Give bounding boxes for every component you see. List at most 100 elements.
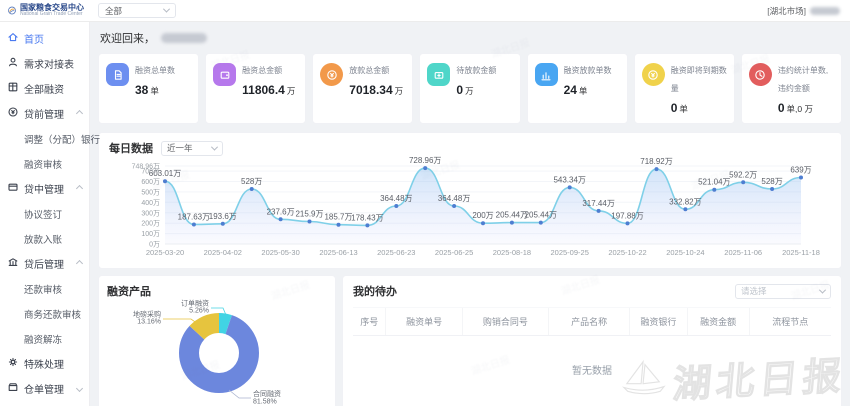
market-label: [湖北市场] <box>767 5 806 16</box>
todo-title: 我的待办 <box>353 286 397 298</box>
svg-text:364.48万: 364.48万 <box>380 194 412 203</box>
svg-text:521.04万: 521.04万 <box>698 178 730 187</box>
todo-column-header: 流程节点 <box>772 317 809 327</box>
welcome-text: 欢迎回来， <box>100 33 155 45</box>
stat-unit: 万 <box>286 86 296 96</box>
todo-column-header: 序号 <box>353 308 387 335</box>
sidebar-subitem-agreement-sign[interactable]: 协议签订 <box>24 209 63 221</box>
svg-text:500万: 500万 <box>141 188 160 196</box>
stat-card-6: 违约统计单数,违约金额 0 单,0 万 <box>740 53 842 124</box>
header-user-area: [湖北市场] <box>767 5 850 17</box>
stat-card-3: 待放款金额 0 万 <box>419 53 521 124</box>
stat-value: 0 <box>456 83 464 97</box>
daily-line-chart: 603.01万 187.63万 193.6万 528万 237.6万 215.9万 185.… <box>109 156 831 268</box>
sidebar-item-special-handling[interactable]: 特殊处理 <box>0 351 89 376</box>
svg-text:528万: 528万 <box>761 177 782 186</box>
market-filter-value: 全部 <box>105 5 123 16</box>
stat-card-1: 融资总金额 11806.4 万 <box>205 53 307 124</box>
svg-text:81.58%: 81.58% <box>253 399 277 406</box>
post-loan-mgmt-icon <box>7 256 19 271</box>
svg-text:400万: 400万 <box>141 199 160 207</box>
sidebar-subitem-repayment-review[interactable]: 还款审核 <box>24 284 63 296</box>
sidebar-item-warehouse-receipt-mgmt[interactable]: 仓单管理 <box>0 376 89 401</box>
sidebar-item-label: 贷中管理 <box>24 185 64 196</box>
chart-icon <box>534 63 558 86</box>
svg-text:300万: 300万 <box>141 209 160 217</box>
wallet-icon <box>213 63 237 86</box>
sidebar-item-all-financing[interactable]: 全部融资 <box>0 76 89 101</box>
sidebar-item-post-loan-mgmt[interactable]: 贷后管理 <box>0 251 89 276</box>
coin-icon <box>641 63 665 86</box>
svg-text:2025-06-25: 2025-06-25 <box>435 248 473 257</box>
stat-card-2: 放款总金额 7018.34 万 <box>312 53 414 124</box>
svg-text:528万: 528万 <box>241 177 262 186</box>
svg-text:700万: 700万 <box>141 168 160 176</box>
empty-state: 暂无数据 <box>572 366 612 377</box>
chevron-down-icon <box>210 143 219 151</box>
sidebar-item-label: 特殊处理 <box>24 360 64 371</box>
svg-text:200万: 200万 <box>472 211 493 220</box>
svg-text:364.48万: 364.48万 <box>438 194 470 203</box>
sidebar-menu: 首页需求对接表全部融资 贷前管理调整（分配）银行 融资审核贷中管理协议签订放款入账贷… <box>0 26 101 401</box>
stat-card-4: 融资放款单数 24 单 <box>526 53 628 124</box>
svg-text:639万: 639万 <box>790 166 811 175</box>
svg-text:197.88万: 197.88万 <box>611 211 643 220</box>
financing-products-donut-chart: 订单融资 5.26% 地磅采购 13.16% 合同融资 81.58% <box>107 299 327 406</box>
sidebar-item-demand-table[interactable]: 需求对接表 <box>0 51 89 76</box>
welcome-row: 欢迎回来， <box>100 30 842 46</box>
sidebar-item-label: 需求对接表 <box>24 60 74 71</box>
stat-value: 24 <box>563 83 577 97</box>
svg-text:5.26%: 5.26% <box>189 308 209 315</box>
stat-value: 7018.34 <box>349 83 393 97</box>
stat-card-0: 融资总单数 38 单 <box>98 53 200 124</box>
svg-text:2025-03-20: 2025-03-20 <box>146 248 184 257</box>
svg-text:2025-04-02: 2025-04-02 <box>204 248 242 257</box>
demand-table-icon <box>7 56 19 71</box>
stat-unit: 单 <box>150 86 159 96</box>
market-filter-select[interactable]: 全部 <box>98 3 176 18</box>
svg-text:178.43万: 178.43万 <box>351 213 383 222</box>
svg-text:600万: 600万 <box>141 178 160 186</box>
sidebar-subitem-disbursement-entry[interactable]: 放款入账 <box>24 234 63 246</box>
sidebar-subitem-financing-review[interactable]: 融资审核 <box>24 159 63 171</box>
todo-filter-placeholder: 请选择 <box>741 286 767 296</box>
logo-title: 国家粮食交易中心 <box>20 2 84 12</box>
redacted-welcome-name <box>161 33 207 43</box>
todo-column-header: 融资金额 <box>688 308 750 335</box>
redacted-username <box>810 6 840 15</box>
daily-data-title: 每日数据 <box>109 143 153 155</box>
sidebar-item-pre-loan-mgmt[interactable]: 贷前管理 <box>0 101 89 126</box>
grain-center-logo-icon <box>8 6 16 15</box>
sidebar-item-mid-loan-mgmt[interactable]: 贷中管理 <box>0 176 89 201</box>
daily-data-header: 每日数据 近一年 <box>109 140 831 156</box>
stat-title: 融资放款单数 <box>563 66 612 75</box>
time-range-value: 近一年 <box>167 143 193 153</box>
sidebar-subitem-business-repayment-review[interactable]: 商务还款审核 <box>24 309 82 321</box>
clock-icon <box>748 63 772 86</box>
sidebar-subitem-financing-unfreeze[interactable]: 融资解冻 <box>24 334 63 346</box>
doc-icon <box>106 63 129 86</box>
svg-text:2025-06-13: 2025-06-13 <box>319 248 357 257</box>
special-handling-icon <box>7 356 19 371</box>
svg-text:592.2万: 592.2万 <box>729 170 757 179</box>
home-icon <box>7 31 19 46</box>
svg-text:193.6万: 193.6万 <box>209 212 237 221</box>
svg-text:2025-06-23: 2025-06-23 <box>377 248 415 257</box>
svg-text:地磅采购: 地磅采购 <box>133 310 161 319</box>
chevron-down-icon <box>818 286 827 294</box>
todo-column-header: 融资银行 <box>630 308 688 335</box>
svg-text:2025-11-06: 2025-11-06 <box>724 248 762 257</box>
mid-loan-mgmt-icon <box>7 181 19 196</box>
stat-title: 放款总金额 <box>349 66 390 75</box>
sidebar-item-home[interactable]: 首页 <box>0 26 89 51</box>
todo-column-header: 购销合同号 <box>463 308 549 335</box>
money-icon <box>427 63 451 86</box>
svg-text:718.92万: 718.92万 <box>640 157 672 166</box>
svg-text:317.44万: 317.44万 <box>582 199 614 208</box>
stat-unit: 万 <box>394 86 404 96</box>
sidebar-subitem-adjust-bank[interactable]: 调整（分配）银行 <box>24 134 101 146</box>
time-range-select[interactable]: 近一年 <box>161 140 223 156</box>
todo-filter-select[interactable]: 请选择 <box>735 283 831 299</box>
